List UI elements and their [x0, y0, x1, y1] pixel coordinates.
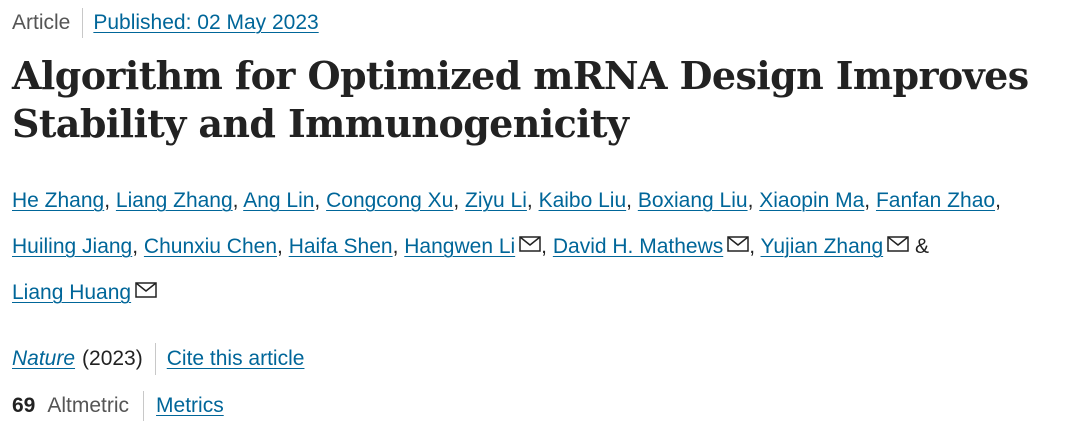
- author-name-link[interactable]: Boxiang Liu: [637, 189, 748, 212]
- author-separator: ,: [526, 189, 539, 212]
- author-separator: ,: [747, 189, 760, 212]
- author-name-link[interactable]: Kaibo Liu: [538, 189, 627, 212]
- author: Huiling Jiang: [12, 235, 132, 258]
- meta-divider: [82, 8, 84, 38]
- journal-divider: [154, 343, 156, 375]
- author-list: He Zhang, Liang Zhang, Ang Lin, Congcong…: [12, 178, 1070, 316]
- article-title: Algorithm for Optimized mRNA Design Impr…: [12, 53, 1029, 146]
- author-separator: ,: [104, 189, 116, 212]
- author-separator: ,: [232, 189, 244, 212]
- journal-link[interactable]: Nature: [12, 347, 76, 370]
- author: Fanfan Zhao: [876, 189, 995, 212]
- author: Boxiang Liu: [638, 189, 748, 212]
- author: Ang Lin: [243, 189, 314, 212]
- mail-icon[interactable]: [135, 282, 157, 298]
- author-separator: ,: [392, 235, 405, 258]
- journal-year: (2023): [82, 347, 143, 370]
- article-meta-row: Article Published: 02 May 2023: [12, 8, 319, 38]
- author-name-link[interactable]: Chunxiu Chen: [143, 235, 278, 258]
- metrics-row: 69 Altmetric Metrics: [12, 391, 224, 421]
- mail-icon[interactable]: [887, 236, 909, 252]
- mail-icon[interactable]: [727, 236, 749, 252]
- author-name-link[interactable]: Yujian Zhang: [760, 235, 884, 258]
- author-separator: ,: [314, 189, 327, 212]
- author-separator: ,: [995, 189, 1001, 212]
- author-final-joiner: &: [909, 235, 929, 258]
- author-separator: ,: [749, 235, 761, 258]
- author-name-link[interactable]: David H. Mathews: [552, 235, 724, 258]
- author: Chunxiu Chen: [144, 235, 277, 258]
- author: David H. Mathews: [553, 235, 749, 258]
- author-name-link[interactable]: Hangwen Li: [404, 235, 516, 258]
- author: Xiaopin Ma: [759, 189, 864, 212]
- author: Haifa Shen: [289, 235, 393, 258]
- altmetric-label: Altmetric: [47, 394, 130, 417]
- author-separator: ,: [132, 235, 144, 258]
- author-name-link[interactable]: Haifa Shen: [288, 235, 393, 258]
- author: Liang Zhang: [116, 189, 233, 212]
- author-name-link[interactable]: Ang Lin: [243, 189, 315, 212]
- author: Kaibo Liu: [539, 189, 627, 212]
- author-name-link[interactable]: Fanfan Zhao: [875, 189, 996, 212]
- altmetric-count: 69: [12, 394, 36, 417]
- author: Ziyu Li: [465, 189, 527, 212]
- author: Congcong Xu: [326, 189, 453, 212]
- author: Hangwen Li: [404, 235, 541, 258]
- author-separator: ,: [277, 235, 289, 258]
- author-name-link[interactable]: Liang Zhang: [115, 189, 233, 212]
- author: Yujian Zhang: [761, 235, 910, 258]
- author-name-link[interactable]: Huiling Jiang: [12, 235, 133, 258]
- cite-article-link[interactable]: Cite this article: [166, 347, 305, 370]
- author-name-link[interactable]: Liang Huang: [12, 281, 132, 304]
- journal-row: Nature (2023) Cite this article: [12, 343, 304, 375]
- author-separator: ,: [626, 189, 638, 212]
- author-name-link[interactable]: Ziyu Li: [465, 189, 527, 212]
- author-name-link[interactable]: Congcong Xu: [326, 189, 454, 212]
- author-separator: ,: [453, 189, 466, 212]
- metrics-divider: [143, 391, 145, 421]
- author-name-link[interactable]: He Zhang: [12, 189, 105, 212]
- author-separator: ,: [864, 189, 876, 212]
- article-type: Article: [12, 11, 71, 34]
- author-separator: ,: [541, 235, 553, 258]
- mail-icon[interactable]: [519, 236, 541, 252]
- author: Liang Huang: [12, 281, 157, 304]
- metrics-link[interactable]: Metrics: [156, 394, 224, 417]
- author: He Zhang: [12, 189, 104, 212]
- author-name-link[interactable]: Xiaopin Ma: [759, 189, 865, 212]
- published-date-link[interactable]: Published: 02 May 2023: [93, 11, 319, 34]
